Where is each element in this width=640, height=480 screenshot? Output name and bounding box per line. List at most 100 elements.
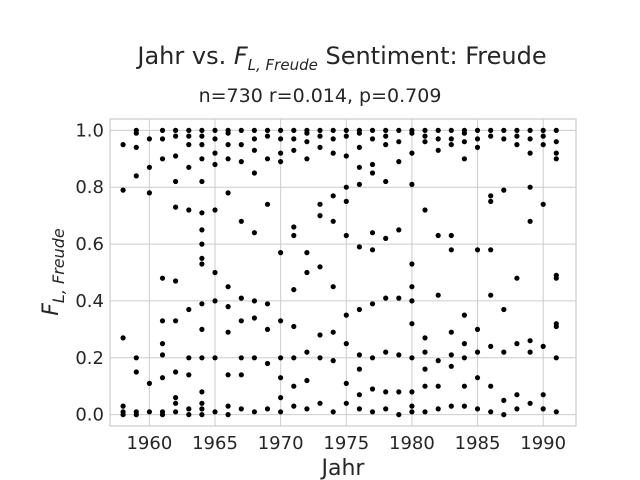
scatter-point [317,201,323,207]
scatter-point [514,406,520,412]
scatter-point [356,352,362,358]
scatter-point [159,352,166,358]
scatter-point [199,142,205,148]
scatter-point [527,218,533,224]
scatter-point [396,127,402,133]
scatter-point [514,275,520,281]
scatter-point [238,159,244,165]
scatter-point [396,352,402,358]
scatter-point [225,304,231,310]
y-tick-label: 0.4 [75,291,104,312]
scatter-point [159,136,166,142]
scatter-point [330,358,336,364]
scatter-point [212,150,218,156]
scatter-point [120,187,126,193]
scatter-point [356,366,362,372]
scatter-point [553,323,559,330]
scatter-point [461,355,467,361]
scatter-point [448,363,454,369]
scatter-point [409,389,415,395]
scatter-point [291,147,297,153]
scatter-point [435,358,441,364]
scatter-point [159,375,166,381]
scatter-point [133,412,139,418]
scatter-point [383,235,389,241]
scatter-point [330,284,336,290]
scatter-point [409,355,415,361]
scatter-point [540,392,546,398]
scatter-point [461,139,467,145]
scatter-point [146,164,152,170]
scatter-point [133,355,139,361]
scatter-point [120,412,126,418]
scatter-point [422,409,428,415]
scatter-point [488,133,494,139]
scatter-point [422,127,428,133]
scatter-point [291,383,297,389]
scatter-point [317,355,323,361]
scatter-point [461,341,467,347]
scatter-point [186,412,192,418]
scatter-point [553,275,559,281]
y-tick-labels: 0.0 0.2 0.4 0.6 0.8 1.0 [75,120,104,425]
scatter-point [186,372,192,378]
scatter-point [291,403,297,409]
scatter-point [396,139,402,145]
x-tick-label: 1980 [389,433,435,454]
x-axis-label: Jahr [320,456,366,480]
scatter-point [186,306,192,313]
scatter-point [540,406,546,412]
scatter-point [409,409,415,415]
scatter-point [369,386,376,392]
scatter-point [330,329,336,335]
scatter-point [278,150,284,156]
scatter-point [553,156,559,162]
scatter-point [304,130,310,136]
scatter-point [251,298,257,304]
scatter-point [264,360,271,367]
scatter-point [225,284,231,290]
scatter-point [553,127,559,133]
scatter-point [474,349,481,355]
scatter-point [330,193,336,199]
scatter-point [317,213,323,219]
y-tick-label: 1.0 [75,120,104,141]
scatter-point [173,318,179,324]
scatter-point [173,278,179,284]
scatter-point [383,127,389,133]
grid-layer [110,119,576,426]
scatter-point [448,127,454,133]
scatter-point [317,127,323,133]
scatter-point [186,127,192,133]
scatter-point [448,142,454,148]
scatter-point [448,232,454,239]
scatter-point [540,343,546,349]
scatter-point [461,130,467,136]
scatter-point [173,400,179,406]
scatter-point [251,147,257,153]
scatter-point [448,329,454,335]
scatter-point [409,321,415,327]
scatter-point [356,130,362,136]
scatter-point [251,355,257,361]
scatter-point [225,142,231,148]
scatter-point [317,264,323,270]
scatter-point [501,412,507,418]
scatter-point [422,335,428,341]
scatter-point [514,127,520,133]
scatter-point [278,375,284,381]
scatter-point [146,380,152,386]
scatter-point [540,133,546,139]
scatter-point [553,139,559,145]
scatter-point [278,136,284,142]
scatter-point [540,127,546,133]
scatter-point [474,127,481,133]
scatter-point [278,355,284,361]
scatter-point [291,232,297,239]
scatter-point [514,341,520,347]
scatter-point [304,139,310,145]
scatter-point [304,349,310,355]
scatter-point [343,341,349,347]
scatter-point [383,406,389,412]
